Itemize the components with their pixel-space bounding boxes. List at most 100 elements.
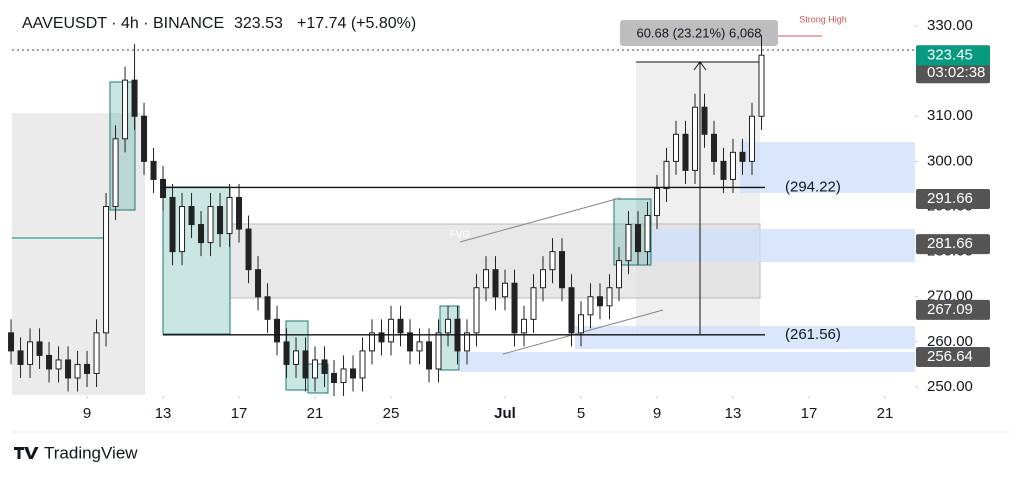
candle-body [540, 269, 547, 289]
price-tag-label: 267.09 [927, 301, 973, 318]
candle-body [416, 341, 423, 352]
y-tick-label: 310.00 [927, 107, 973, 124]
candle-body [312, 359, 319, 379]
candle-body [321, 359, 328, 374]
candle-body [748, 115, 755, 162]
candle-body [691, 106, 698, 171]
strong-high-label: Strong High [799, 14, 847, 24]
candle-body [739, 151, 746, 162]
y-tick-label: 250.00 [927, 378, 973, 395]
candle-body [55, 359, 62, 370]
zone [460, 352, 915, 372]
change: +17.74 (+5.80%) [297, 15, 416, 32]
candle-body [530, 287, 537, 320]
x-tick-label: 21 [877, 405, 894, 422]
candle-body [549, 251, 556, 271]
candle-body [226, 196, 233, 235]
level-label: (294.22) [785, 178, 841, 195]
symbol: AAVEUSDT · 4h · BINANCE [22, 15, 224, 32]
fvg-label: FVG [450, 230, 471, 241]
candle-body [407, 332, 414, 352]
y-tick-label: 260.00 [927, 333, 973, 350]
candle-body [46, 354, 53, 370]
price-tag-label: 256.64 [927, 348, 973, 365]
price-tag [916, 189, 990, 210]
marks [8, 35, 765, 397]
y-tick-label: 330.00 [927, 17, 973, 34]
candle-body [378, 332, 385, 343]
candle-body [587, 296, 594, 316]
candle-body [160, 178, 167, 198]
channel-line [459, 197, 621, 243]
arrow-head [693, 61, 707, 71]
candle-body [103, 206, 110, 334]
candle-body [663, 160, 670, 189]
candle-body [74, 363, 81, 379]
price-tag-label: 323.45 [927, 47, 973, 64]
candle-body [710, 133, 717, 162]
candle-body [445, 318, 452, 334]
x-tick-label: 25 [383, 405, 400, 422]
price-tag [916, 299, 990, 320]
candle-body [388, 318, 395, 343]
candle-body [758, 54, 765, 117]
zone [575, 326, 915, 349]
candle-body [578, 314, 585, 334]
candle-body [141, 115, 148, 162]
candle-body [245, 228, 252, 271]
x-tick-label: 13 [155, 405, 172, 422]
zone [740, 142, 915, 193]
candle-body [293, 350, 300, 365]
candle-body [464, 332, 471, 352]
x-tick-label: 21 [307, 405, 324, 422]
x-tick-label: 9 [653, 405, 661, 422]
candle-body [625, 224, 632, 262]
x-tick-label: 5 [577, 405, 585, 422]
candle-body [426, 341, 433, 370]
y-tick-label: 300.00 [927, 152, 973, 169]
candle-body [568, 287, 575, 334]
x-tick-label: 17 [231, 405, 248, 422]
candle-body [283, 341, 290, 365]
countdown: 03:02:38 [927, 64, 985, 81]
candle-body [122, 79, 129, 140]
candle-body [597, 296, 604, 307]
measure-label: 60.68 (23.21%) 6,068 [636, 25, 761, 40]
price-tag [916, 45, 990, 66]
candle-body [511, 282, 518, 334]
candle-body [36, 341, 43, 356]
candle-body [654, 187, 660, 217]
candle-body [701, 106, 708, 135]
brand-logo [14, 447, 39, 459]
candle-body [179, 206, 186, 253]
price-tag-label: 291.66 [927, 190, 973, 207]
measure-label-box [620, 20, 778, 46]
x-tick-label: 17 [801, 405, 818, 422]
candle-body [264, 296, 271, 320]
candle-body [473, 287, 480, 334]
candle-body [616, 260, 623, 289]
candle-body [8, 332, 15, 352]
candle-body [27, 341, 34, 365]
candle-body [359, 350, 366, 379]
candle-body [350, 368, 357, 379]
candle-body [435, 332, 442, 370]
candle-body [217, 206, 224, 235]
x-tick-label: 9 [83, 405, 91, 422]
candle-body [397, 318, 404, 334]
candle-body [236, 196, 243, 230]
last-price: 323.53 [234, 15, 283, 32]
candle-body [521, 318, 528, 334]
candle-body [84, 363, 91, 374]
price-tag [916, 347, 990, 368]
candle-body [502, 282, 509, 298]
candle-body [131, 79, 138, 117]
candle-body [274, 318, 281, 343]
candle-body [483, 269, 490, 289]
candle-body [729, 151, 736, 180]
candle-body [635, 224, 642, 253]
price-tag-label: 281.66 [927, 235, 973, 252]
candle-body [644, 215, 651, 253]
candle-body [112, 138, 119, 207]
